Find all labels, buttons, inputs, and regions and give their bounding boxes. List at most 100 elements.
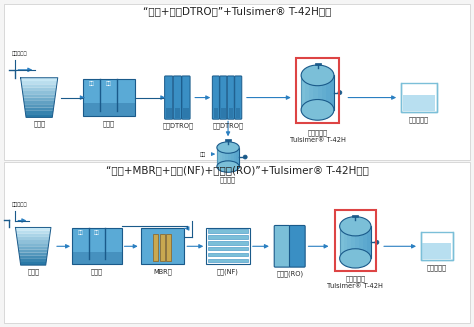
Ellipse shape (301, 99, 334, 120)
Text: 垃圾溲滤液: 垃圾溲滤液 (11, 51, 27, 56)
Polygon shape (26, 114, 53, 117)
Bar (72, 252, 122, 264)
Text: 浓缩液罐: 浓缩液罐 (220, 177, 236, 183)
FancyBboxPatch shape (227, 76, 234, 119)
Bar (301, 75, 334, 110)
Polygon shape (18, 243, 49, 246)
Polygon shape (20, 259, 46, 262)
Bar (221, 108, 226, 118)
Bar (340, 226, 371, 258)
FancyBboxPatch shape (220, 76, 227, 119)
Bar (83, 79, 135, 116)
Bar (208, 229, 248, 232)
FancyBboxPatch shape (235, 76, 242, 119)
FancyBboxPatch shape (274, 226, 290, 267)
Bar (174, 108, 180, 118)
Bar (219, 147, 222, 166)
Text: 好氧: 好氧 (106, 81, 112, 86)
Text: 纳滤(NF): 纳滤(NF) (217, 268, 239, 275)
Bar (208, 247, 248, 250)
Polygon shape (23, 97, 55, 101)
Bar (315, 63, 320, 65)
Text: 垃圾溲滤液: 垃圾溲滤液 (11, 202, 27, 207)
Bar (402, 95, 435, 111)
Bar (301, 75, 305, 110)
Polygon shape (23, 94, 55, 97)
Polygon shape (22, 91, 56, 94)
Bar (326, 75, 330, 110)
Bar (166, 234, 171, 261)
Polygon shape (17, 237, 50, 240)
Bar (228, 147, 231, 166)
Bar (352, 215, 358, 216)
Polygon shape (18, 250, 48, 252)
Bar (183, 108, 189, 118)
Polygon shape (25, 108, 54, 111)
Polygon shape (24, 104, 54, 108)
Polygon shape (24, 101, 55, 104)
Bar (166, 108, 172, 118)
Bar (363, 226, 367, 258)
Text: 调节池: 调节池 (27, 268, 39, 275)
Ellipse shape (340, 249, 371, 268)
Text: “生化+双级DTRO膜”+Tulsimer® T-42H工艺: “生化+双级DTRO膜”+Tulsimer® T-42H工艺 (143, 6, 331, 16)
Text: 回灌: 回灌 (200, 152, 206, 157)
Bar (141, 229, 184, 264)
Bar (318, 75, 322, 110)
Bar (236, 108, 240, 118)
Bar (335, 210, 376, 271)
Polygon shape (19, 256, 47, 259)
Bar (351, 226, 356, 258)
Bar (322, 75, 326, 110)
Bar (421, 232, 453, 260)
Text: 生化池: 生化池 (103, 120, 115, 127)
Polygon shape (16, 231, 51, 234)
Text: 好氧: 好氧 (94, 231, 100, 235)
Circle shape (375, 240, 379, 244)
FancyBboxPatch shape (290, 226, 305, 267)
FancyBboxPatch shape (173, 76, 182, 119)
Bar (313, 75, 318, 110)
Ellipse shape (301, 65, 334, 86)
Polygon shape (25, 111, 53, 114)
Ellipse shape (340, 216, 371, 236)
Bar (296, 58, 339, 123)
Text: 沉氧: 沉氧 (77, 231, 83, 235)
Text: 除氨氮树脂
Tulsimer® T-42H: 除氨氮树脂 Tulsimer® T-42H (328, 275, 383, 289)
Polygon shape (20, 262, 46, 265)
Text: “生化+MBR膜+纳滤(NF)+反渗透(RO)”+Tulsimer® T-42H工艺: “生化+MBR膜+纳滤(NF)+反渗透(RO)”+Tulsimer® T-42H… (106, 165, 368, 175)
Bar (359, 226, 363, 258)
Bar (222, 147, 225, 166)
Text: 反渗透(RO): 反渗透(RO) (276, 270, 303, 277)
Bar (422, 243, 451, 259)
Polygon shape (20, 78, 58, 81)
Bar (231, 147, 234, 166)
Polygon shape (16, 234, 50, 237)
Text: 达标水排放: 达标水排放 (427, 264, 447, 271)
Bar (225, 147, 228, 166)
Bar (206, 229, 250, 264)
Bar (208, 253, 248, 256)
Ellipse shape (217, 142, 239, 153)
Polygon shape (18, 246, 48, 250)
FancyBboxPatch shape (182, 76, 190, 119)
Bar (340, 226, 344, 258)
Bar (367, 226, 371, 258)
Bar (347, 226, 351, 258)
Bar (234, 147, 237, 166)
Text: 除氨氮树脂
Tulsimer® T-42H: 除氨氮树脂 Tulsimer® T-42H (290, 129, 346, 143)
Bar (72, 229, 122, 264)
Bar (208, 235, 248, 239)
Polygon shape (21, 81, 57, 84)
Bar (228, 108, 233, 118)
Bar (237, 147, 239, 166)
Bar (401, 83, 437, 112)
Circle shape (243, 155, 247, 159)
Bar (208, 241, 248, 245)
Polygon shape (16, 228, 51, 231)
Text: 达标水排放: 达标水排放 (409, 116, 429, 123)
Text: 二级DTRO膜: 二级DTRO膜 (212, 122, 244, 129)
Bar (217, 147, 219, 166)
Bar (83, 103, 135, 116)
Text: 一级DTRO膜: 一级DTRO膜 (163, 122, 194, 129)
